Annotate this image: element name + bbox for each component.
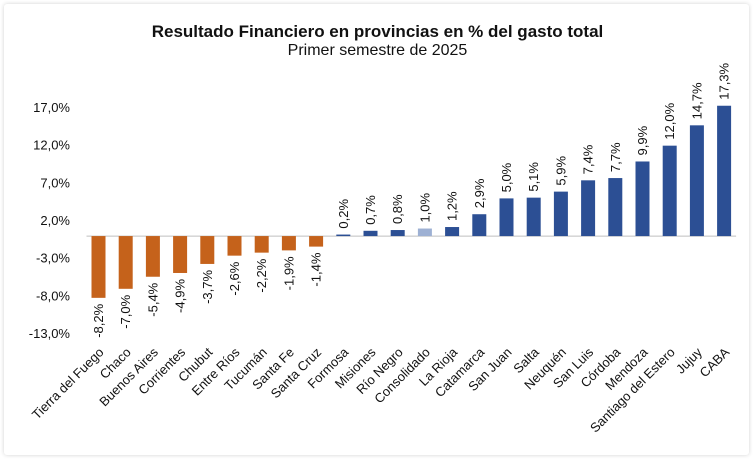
data-label: 0,2% <box>336 198 351 228</box>
data-label: -5,4% <box>145 282 160 316</box>
data-label: 12,0% <box>662 102 677 139</box>
y-tick-label: -13,0% <box>29 326 71 341</box>
bar <box>227 236 242 256</box>
data-label: 7,7% <box>608 142 623 172</box>
data-label: 2,9% <box>472 178 487 208</box>
data-label: 7,4% <box>581 144 596 174</box>
bar <box>472 214 487 237</box>
chart-card <box>4 4 749 455</box>
data-label: 9,9% <box>635 125 650 155</box>
bar <box>390 230 405 237</box>
bar <box>553 191 568 237</box>
y-tick-label: -3,0% <box>36 251 70 266</box>
data-label: -3,7% <box>200 270 215 304</box>
bar <box>309 236 324 247</box>
bar <box>118 236 133 289</box>
bar <box>526 197 541 237</box>
bar <box>336 234 351 237</box>
bar <box>200 236 215 264</box>
bar <box>417 228 432 237</box>
bar <box>91 236 106 298</box>
chart-subtitle: Primer semestre de 2025 <box>287 42 468 59</box>
data-label: -1,9% <box>281 256 296 290</box>
bar <box>717 105 732 237</box>
bar <box>145 236 160 277</box>
data-label: -1,4% <box>309 252 324 286</box>
data-label: -4,9% <box>173 279 188 313</box>
data-label: 5,9% <box>553 156 568 186</box>
data-label: 0,7% <box>363 195 378 225</box>
bar <box>499 198 514 237</box>
bar <box>635 161 650 237</box>
y-tick-label: 17,0% <box>33 100 70 115</box>
data-label: 1,2% <box>445 191 460 221</box>
bar <box>363 230 378 237</box>
y-tick-label: 12,0% <box>33 138 70 153</box>
bar <box>581 180 596 237</box>
data-label: -2,6% <box>227 261 242 295</box>
y-tick-label: -8,0% <box>36 288 70 303</box>
data-label: 14,7% <box>689 82 704 119</box>
bar <box>281 236 296 251</box>
data-label: 5,1% <box>526 162 541 192</box>
category-label: CABA <box>697 344 733 380</box>
bar <box>445 227 460 237</box>
bar <box>608 178 623 237</box>
bar <box>689 125 704 237</box>
y-tick-label: 2,0% <box>40 213 70 228</box>
data-label: 5,0% <box>499 162 514 192</box>
data-label: 0,8% <box>390 194 405 224</box>
category-label: Tierra del Fuego <box>29 345 107 423</box>
y-tick-label: 7,0% <box>40 175 70 190</box>
bar <box>662 145 677 237</box>
data-label: -2,2% <box>254 258 269 292</box>
chart-title: Resultado Financiero en provincias en % … <box>151 22 604 41</box>
data-label: 1,0% <box>417 192 432 222</box>
data-label: 17,3% <box>717 62 732 99</box>
bar <box>173 236 188 273</box>
bar <box>254 236 269 253</box>
data-label: -8,2% <box>91 303 106 337</box>
data-label: -7,0% <box>118 294 133 328</box>
